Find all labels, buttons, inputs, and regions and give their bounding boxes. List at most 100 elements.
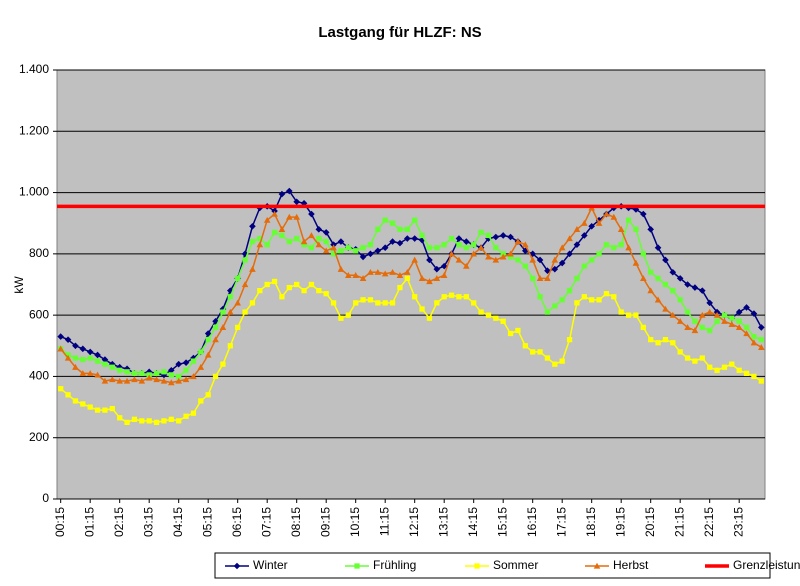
marker xyxy=(669,268,677,276)
marker xyxy=(404,235,411,242)
marker xyxy=(249,265,256,272)
marker xyxy=(581,219,588,226)
marker xyxy=(655,340,661,346)
marker xyxy=(271,229,278,236)
marker xyxy=(574,300,580,306)
marker xyxy=(478,229,484,236)
marker xyxy=(80,401,86,407)
marker xyxy=(389,268,396,275)
marker xyxy=(389,300,396,306)
marker xyxy=(692,358,698,364)
marker xyxy=(72,398,79,404)
x-tick-label: 20:15 xyxy=(643,507,657,537)
marker xyxy=(558,244,566,251)
marker xyxy=(684,281,691,288)
marker xyxy=(471,300,477,306)
marker xyxy=(249,222,256,230)
marker xyxy=(593,562,601,569)
marker xyxy=(79,370,87,377)
marker xyxy=(474,563,480,569)
marker xyxy=(168,367,175,374)
marker xyxy=(360,245,366,251)
marker xyxy=(492,233,500,241)
marker xyxy=(323,291,329,297)
marker xyxy=(566,287,573,294)
marker xyxy=(581,232,588,239)
marker xyxy=(146,418,152,424)
marker xyxy=(684,355,691,361)
marker xyxy=(242,309,248,315)
marker xyxy=(131,376,138,383)
marker xyxy=(418,236,426,244)
marker xyxy=(301,287,307,294)
marker xyxy=(64,336,72,343)
marker xyxy=(367,297,374,303)
marker xyxy=(721,364,728,370)
marker xyxy=(123,377,131,384)
marker xyxy=(404,226,410,232)
marker xyxy=(57,345,64,352)
x-tick-label: 16:15 xyxy=(525,507,539,537)
marker xyxy=(729,361,735,367)
marker xyxy=(558,259,566,267)
marker xyxy=(101,356,109,363)
marker xyxy=(493,245,499,251)
marker xyxy=(485,232,492,239)
marker xyxy=(743,370,750,377)
marker xyxy=(345,245,351,251)
marker xyxy=(729,315,735,321)
marker xyxy=(308,232,315,239)
marker xyxy=(264,281,270,288)
marker xyxy=(190,354,197,362)
x-tick-label: 13:15 xyxy=(436,507,450,537)
marker xyxy=(692,318,698,324)
marker xyxy=(382,300,388,306)
marker xyxy=(662,256,669,264)
marker xyxy=(596,251,602,257)
x-tick-label: 01:15 xyxy=(82,507,96,537)
marker xyxy=(743,324,750,331)
marker xyxy=(374,247,382,255)
marker xyxy=(544,355,551,361)
marker xyxy=(713,311,721,318)
legend-box xyxy=(214,552,771,579)
x-tick-label: 03:15 xyxy=(141,507,155,537)
marker xyxy=(758,324,765,331)
legend-label: Grenzleistung xyxy=(733,558,800,572)
marker xyxy=(145,374,153,381)
marker xyxy=(300,199,308,207)
marker xyxy=(315,241,323,248)
marker xyxy=(669,311,677,318)
marker xyxy=(714,367,720,373)
marker xyxy=(322,247,330,254)
marker xyxy=(611,245,617,251)
marker xyxy=(728,321,736,327)
marker xyxy=(419,232,425,239)
marker xyxy=(625,217,632,223)
marker xyxy=(234,299,241,306)
marker xyxy=(463,262,470,269)
y-tick-label: 0 xyxy=(42,491,49,505)
marker xyxy=(330,300,337,306)
marker xyxy=(124,369,130,375)
marker xyxy=(345,312,351,318)
x-tick-label: 22:15 xyxy=(702,507,716,537)
marker xyxy=(544,275,551,282)
marker xyxy=(640,275,647,282)
marker xyxy=(743,304,750,311)
marker xyxy=(551,256,559,263)
marker xyxy=(367,250,374,258)
marker xyxy=(396,239,404,247)
marker xyxy=(411,235,418,242)
marker xyxy=(633,312,639,318)
marker xyxy=(381,270,389,277)
marker xyxy=(102,361,108,367)
legend-label: Winter xyxy=(253,558,288,572)
y-tick-label: 1.200 xyxy=(19,123,49,137)
marker xyxy=(552,361,558,367)
marker xyxy=(279,232,285,239)
marker xyxy=(750,339,758,346)
marker xyxy=(308,210,315,218)
marker xyxy=(64,354,72,361)
